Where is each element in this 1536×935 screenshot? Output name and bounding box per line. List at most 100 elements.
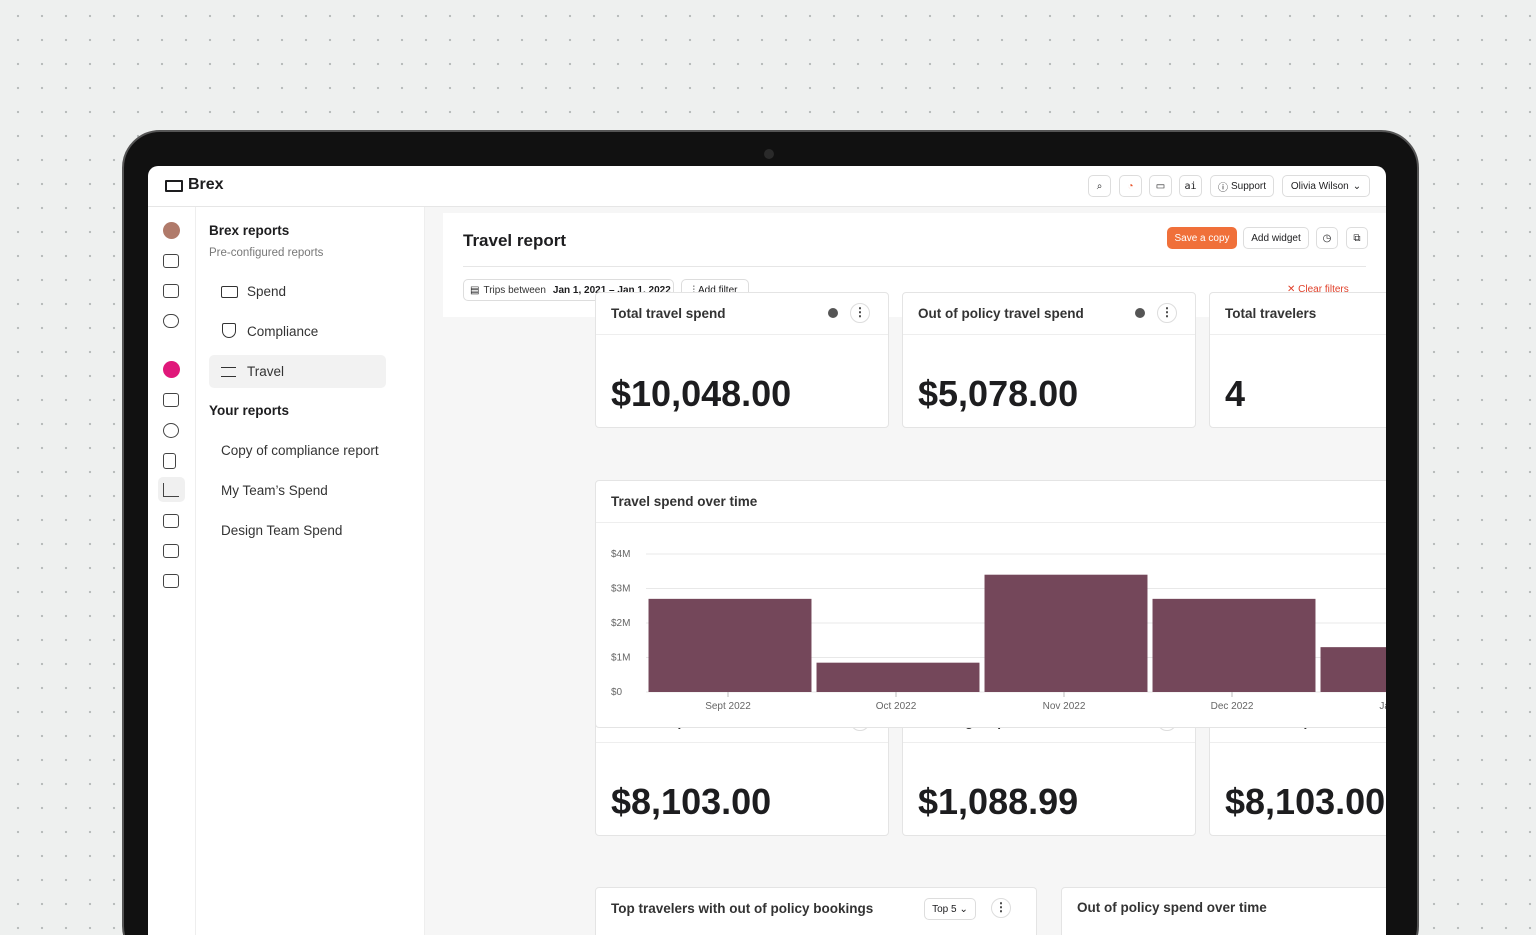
divider xyxy=(1210,742,1386,743)
support-icon: ⓘ xyxy=(1217,182,1228,194)
info-icon xyxy=(828,308,838,318)
nav-selected[interactable] xyxy=(158,477,185,502)
top-travelers-card: Top travelers with out of policy booking… xyxy=(595,887,1037,935)
bar xyxy=(1320,647,1386,692)
nav-icon[interactable] xyxy=(163,314,179,328)
metric-value: $5,078.00 xyxy=(918,373,1079,414)
divider xyxy=(1210,334,1386,335)
info-icon xyxy=(1135,308,1145,318)
avatar[interactable] xyxy=(163,222,180,239)
ai-button[interactable]: ai xyxy=(1179,175,1202,197)
metric-title: Total travelers xyxy=(1225,306,1317,321)
nav-icon-active[interactable] xyxy=(163,361,180,378)
metric-card: Total travel spend ⋮ $10,048.00 xyxy=(595,292,889,428)
duplicate-button[interactable]: ⧉ xyxy=(1346,227,1368,249)
nav-item[interactable]: Spend xyxy=(247,284,287,299)
docs-button[interactable]: ▭ xyxy=(1149,175,1172,197)
x-tick-label: Jan 2023 xyxy=(1379,701,1386,712)
sidebar: Brex reports Pre-configured reports Spen… xyxy=(196,207,425,935)
nav-icon[interactable] xyxy=(163,574,179,588)
select-label: Top 5 xyxy=(932,903,957,915)
chart-title: Travel spend over time xyxy=(611,494,758,509)
divider xyxy=(596,742,888,743)
metric-value: $1,088.99 xyxy=(918,781,1079,822)
report-title: Travel report xyxy=(463,231,566,250)
nav-item[interactable]: Compliance xyxy=(247,324,319,339)
travel-icon xyxy=(221,367,236,377)
top-select[interactable]: Top 5 ⌄ xyxy=(924,898,976,920)
add-filter-label: Add filter xyxy=(698,284,738,296)
card-title: Top travelers with out of policy booking… xyxy=(611,901,874,916)
support-label: Support xyxy=(1230,180,1267,192)
y-tick-label: $1M xyxy=(611,653,630,664)
nav-icon[interactable] xyxy=(163,514,179,528)
bar-chart: $0 $1M $2M $3M $4M Sept 2022 Oct 2022 Nov 2022 D… xyxy=(611,549,1386,712)
bar xyxy=(816,662,980,692)
divider xyxy=(903,742,1195,743)
nav-item[interactable]: My Team’s Spend xyxy=(221,483,328,498)
nav-icon[interactable] xyxy=(163,393,179,407)
compliance-icon xyxy=(222,323,236,338)
divider xyxy=(463,266,1366,267)
more-button[interactable]: ⋮ xyxy=(1157,303,1177,323)
chart-card: Travel spend over time ⋮ $0$1M$2M$3M$4MS… xyxy=(595,480,1386,728)
top-bar: Brex ⌕ ◔ ▭ ai ⓘ Support Olivia Wilson ⌄ xyxy=(148,166,1386,207)
screen: Brex ⌕ ◔ ▭ ai ⓘ Support Olivia Wilson ⌄ Br… xyxy=(148,166,1386,935)
clear-filters-button[interactable]: ✕ Clear filters xyxy=(1287,284,1349,295)
x-tick-label: Dec 2022 xyxy=(1211,701,1254,712)
section-subtitle: Pre-configured reports xyxy=(209,247,324,259)
nav-icon[interactable] xyxy=(163,423,179,438)
notifications-button[interactable]: ◔ xyxy=(1119,175,1142,197)
more-button[interactable]: ⋮ xyxy=(991,898,1011,918)
metric-title: Out of policy travel spend xyxy=(918,306,1084,321)
main: Travel report Save a copy Add widget ◷ ⧉… xyxy=(425,207,1386,935)
camera xyxy=(764,149,774,159)
brand-logo xyxy=(165,180,183,192)
clear-filters-label: Clear filters xyxy=(1298,284,1349,295)
nav-item[interactable]: Copy of compliance report xyxy=(221,443,379,458)
user-menu[interactable]: Olivia Wilson ⌄ xyxy=(1282,175,1370,197)
nav-icon[interactable] xyxy=(163,483,179,497)
chevron: ⌄ xyxy=(1352,180,1362,192)
add-widget-button[interactable]: Add widget xyxy=(1243,227,1309,249)
section-title: Your reports xyxy=(209,403,290,418)
nav-icon[interactable] xyxy=(163,544,179,558)
filter-icon: ⫶ xyxy=(692,284,696,296)
nav-icon[interactable] xyxy=(163,453,176,469)
divider xyxy=(596,334,888,335)
calendar-icon: ▤ xyxy=(470,284,480,296)
clear-icon: ✕ xyxy=(1287,284,1299,295)
metric-card: Total travelers⋮4 xyxy=(1209,292,1386,428)
nav-item[interactable]: Travel xyxy=(247,364,285,379)
divider xyxy=(903,334,1195,335)
y-tick-label: $0 xyxy=(611,687,623,698)
save-copy-button[interactable]: Save a copy xyxy=(1167,227,1237,249)
search-button[interactable]: ⌕ xyxy=(1088,175,1111,197)
section-title: Brex reports xyxy=(209,223,290,238)
y-tick-label: $3M xyxy=(611,584,630,595)
x-tick-label: Nov 2022 xyxy=(1043,701,1086,712)
divider xyxy=(596,522,1386,523)
nav-icon[interactable] xyxy=(163,254,179,268)
x-tick-label: Sept 2022 xyxy=(705,701,751,712)
metric-title: Total travel spend xyxy=(611,306,726,321)
filter-range: Jan 1, 2021 – Jan 1, 2022 xyxy=(552,284,671,296)
x-tick-label: Oct 2022 xyxy=(876,701,917,712)
brand-name: Brex xyxy=(188,176,224,193)
metric-value: $8,103.00 xyxy=(611,781,772,822)
metric-value: 4 xyxy=(1225,373,1246,414)
bar xyxy=(648,598,812,692)
support-button[interactable]: ⓘ Support xyxy=(1210,175,1274,197)
more-button[interactable]: ⋮ xyxy=(850,303,870,323)
metric-value: $8,103.00 xyxy=(1225,781,1386,822)
nav-item[interactable]: Design Team Spend xyxy=(221,523,343,538)
card-title: Out of policy spend over time xyxy=(1077,900,1267,915)
y-tick-label: $4M xyxy=(611,549,630,560)
selected-item-bg xyxy=(209,355,386,388)
history-button[interactable]: ◷ xyxy=(1316,227,1338,249)
nav-icon[interactable] xyxy=(163,284,179,298)
metric-value: $10,048.00 xyxy=(611,373,792,414)
metric-card: Out of policy travel spend ⋮ $5,078.00 xyxy=(902,292,1196,428)
oop-over-time-card: Out of policy spend over time ⋮ xyxy=(1061,887,1386,935)
